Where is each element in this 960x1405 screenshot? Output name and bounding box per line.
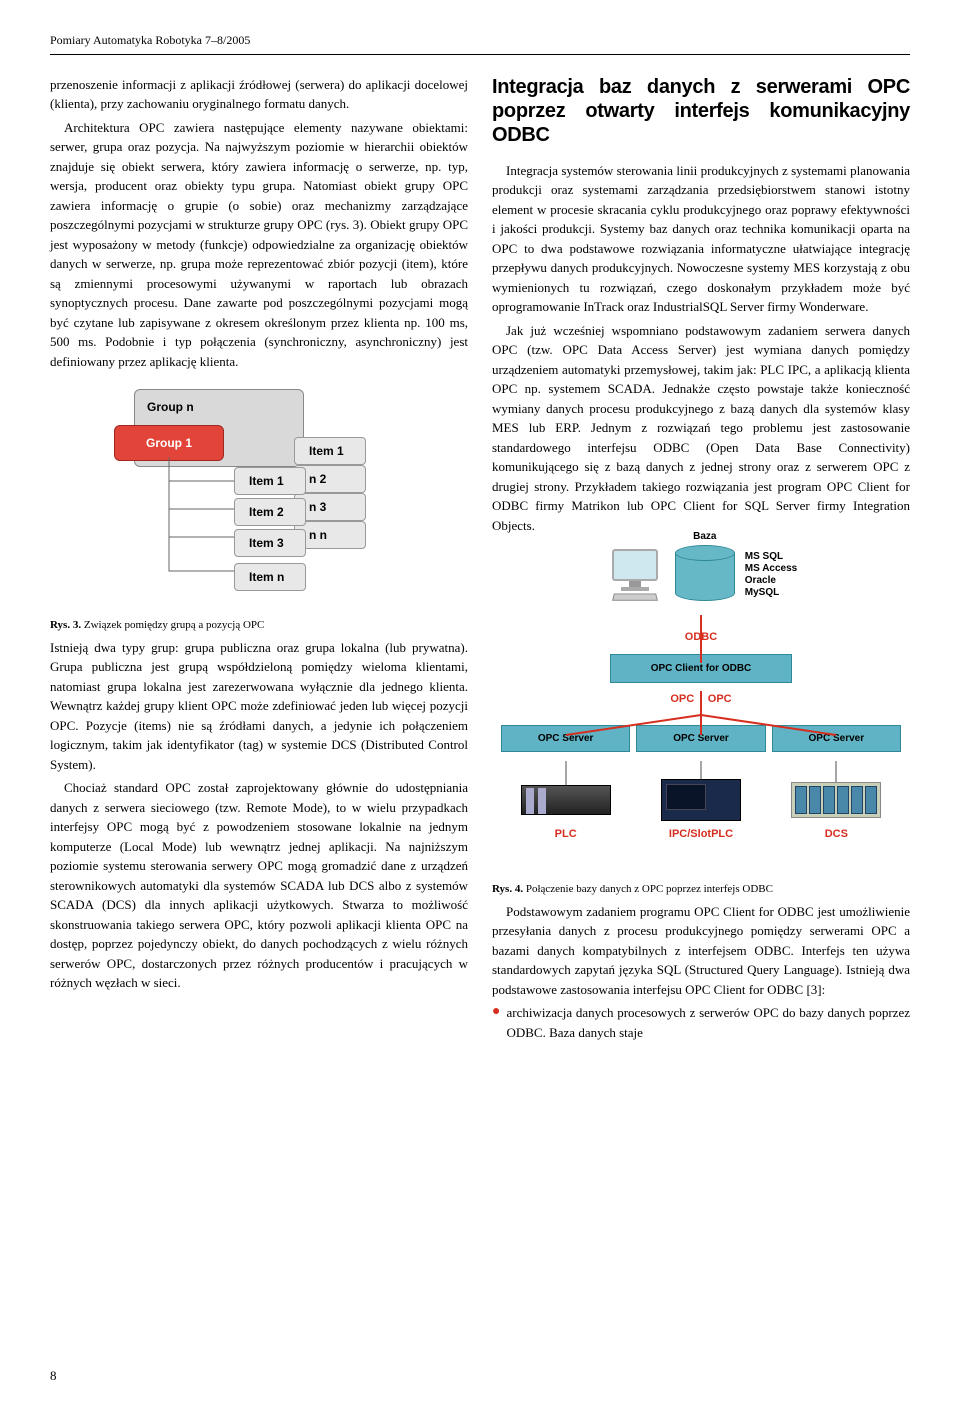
bullet-1-text: archiwizacja danych procesowych z serwer… xyxy=(506,1003,910,1042)
group-1-box: Group 1 xyxy=(114,425,224,461)
fig3-caption: Rys. 3. Związek pomiędzy grupą a pozycją… xyxy=(50,617,468,634)
section-heading: Integracja baz danych z serwerami OPC po… xyxy=(492,75,910,147)
opc-client-row: OPC Client for ODBC xyxy=(501,650,901,687)
journal-header: Pomiary Automatyka Robotyka 7–8/2005 xyxy=(50,30,910,55)
item-3: Item 3 xyxy=(234,529,306,557)
bullet-dot-icon: ● xyxy=(492,1003,500,1042)
right-p1: Integracja systemów sterowania linii pro… xyxy=(492,161,910,317)
left-column: przenoszenie informacji z aplikacji źród… xyxy=(50,75,468,1043)
ipc-label: IPC/SlotPLC xyxy=(636,826,765,843)
servers-row: OPC Server OPC Server OPC Server xyxy=(501,725,901,752)
pc-icon xyxy=(605,549,665,601)
items-front-stack: Item 1 Item 2 Item 3 Item n xyxy=(234,467,306,594)
fig4-top-row: Baza danych MS SQL MS Access Oracle MySQ… xyxy=(501,545,901,605)
plc-label: PLC xyxy=(501,826,630,843)
opc-label-1: OPC xyxy=(670,693,694,705)
fig4-caption-text: Połączenie bazy danych z OPC poprzez int… xyxy=(526,883,773,895)
item-2: Item 2 xyxy=(234,498,306,526)
page-number: 8 xyxy=(50,1366,57,1386)
db-list: MS SQL MS Access Oracle MySQL xyxy=(745,551,797,599)
left-p3: Istnieją dwa typy grup: grupa publiczna … xyxy=(50,638,468,775)
left-p4: Chociaż standard OPC został zaprojektowa… xyxy=(50,778,468,993)
fig4-caption: Rys. 4. Połączenie bazy danych z OPC pop… xyxy=(492,881,910,898)
item-back-1: Item 1 xyxy=(294,437,366,465)
left-p2: Architektura OPC zawiera następujące ele… xyxy=(50,118,468,372)
journal-title: Pomiary Automatyka Robotyka 7–8/2005 xyxy=(50,33,250,47)
opc-server-3: OPC Server xyxy=(772,725,901,752)
item-1: Item 1 xyxy=(234,467,306,495)
odbc-label: ODBC xyxy=(501,629,901,646)
right-p3: Podstawowym zadaniem programu OPC Client… xyxy=(492,902,910,1000)
opc-label-2: OPC xyxy=(708,693,732,705)
group-n-label: Group n xyxy=(147,400,194,414)
right-p2: Jak już wcześniej wspomniano podstawowym… xyxy=(492,321,910,536)
bullet-1: ● archiwizacja danych procesowych z serw… xyxy=(492,1003,910,1042)
device-plc: PLC xyxy=(501,778,630,843)
fig3-caption-text: Związek pomiędzy grupą a pozycją OPC xyxy=(84,619,265,631)
opc-client-box: OPC Client for ODBC xyxy=(610,654,793,683)
group-1-label: Group 1 xyxy=(146,436,192,450)
figure-3: Group n Group 1 Item 1 n 2 n 3 n n Item … xyxy=(114,389,404,609)
devices-row: PLC IPC/SlotPLC DCS xyxy=(501,778,901,843)
figure-4: Baza danych MS SQL MS Access Oracle MySQ… xyxy=(501,545,901,875)
device-dcs: DCS xyxy=(772,778,901,843)
two-column-layout: przenoszenie informacji z aplikacji źród… xyxy=(50,75,910,1043)
opc-server-2: OPC Server xyxy=(636,725,765,752)
database-icon: Baza danych xyxy=(675,545,735,605)
opc-labels: OPC OPC xyxy=(501,691,901,708)
dcs-label: DCS xyxy=(772,826,901,843)
item-n: Item n xyxy=(234,563,306,591)
device-ipc: IPC/SlotPLC xyxy=(636,778,765,843)
left-p1: przenoszenie informacji z aplikacji źród… xyxy=(50,75,468,114)
right-column: Integracja baz danych z serwerami OPC po… xyxy=(492,75,910,1043)
opc-server-1: OPC Server xyxy=(501,725,630,752)
